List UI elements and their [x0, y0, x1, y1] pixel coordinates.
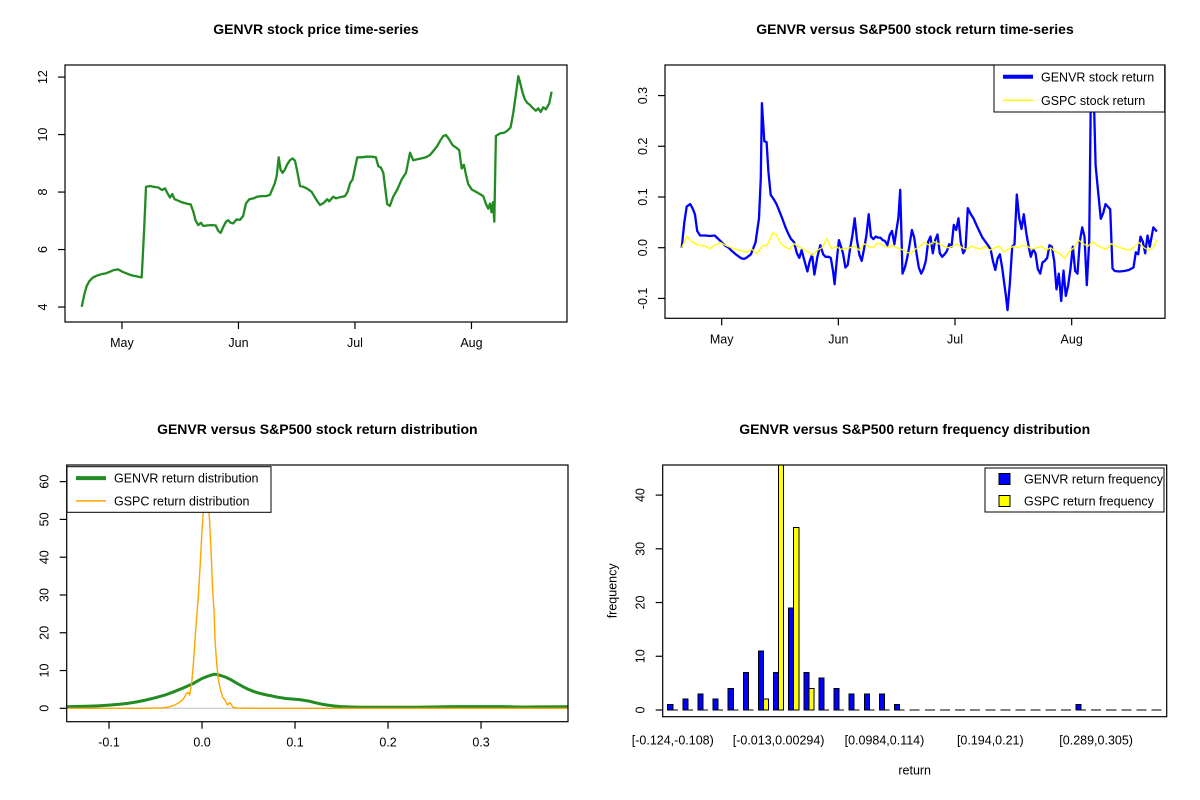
density-legend: GENVR return distribution GSPC return dis… — [66, 466, 272, 513]
returns-title: GENVR versus S&P500 stock return time-se… — [756, 21, 1074, 37]
density-y-tick-label: 50 — [38, 512, 52, 526]
freq-bar — [818, 677, 825, 711]
returns-legend: GENVR stock return GSPC stock return — [993, 64, 1166, 113]
price-plot-area — [80, 75, 553, 308]
freq-title: GENVR versus S&P500 return frequency dis… — [739, 421, 1090, 437]
density-series-gspc-return-distribution — [66, 492, 568, 709]
return-distribution-panel: -0.1 0.0 0.1 0.2 0.3 0 10 20 30 40 50 60 GENVR versu… — [38, 421, 569, 750]
freq-y-tick-label: 40 — [634, 488, 648, 502]
freq-bar — [848, 693, 855, 711]
freq-legend: GENVR return frequency GSPC return freque… — [984, 467, 1165, 513]
density-x-tick-label: 0.1 — [286, 736, 303, 750]
freq-legend-box — [984, 467, 1165, 513]
returns-legend-label: GSPC stock return — [1041, 94, 1145, 108]
price-y-tick-label: 10 — [36, 128, 50, 142]
density-x-tick-label: 0.2 — [379, 736, 396, 750]
returns-x-tick-label: Aug — [1061, 332, 1083, 346]
density-y-tick-label: 10 — [38, 664, 52, 678]
returns-y-tick-label: 0.1 — [636, 188, 650, 205]
freq-bar — [863, 693, 870, 711]
freq-y-tick-label: 10 — [634, 649, 648, 663]
freq-legend-box-sample — [998, 473, 1011, 485]
returns-series-gspc-stock-return — [681, 231, 1158, 260]
return-time-series-panel: May Jun Jul Aug -0.1 0.0 0.1 0.2 0.3 GENVR versus… — [636, 21, 1166, 346]
freq-bar — [1075, 704, 1082, 711]
density-series-genvr-return-distribution — [66, 672, 568, 709]
freq-bar — [833, 687, 840, 711]
density-x-tick-label: 0.3 — [472, 736, 489, 750]
price-y-tick-label: 6 — [36, 246, 50, 253]
density-y-tick-label: 20 — [38, 626, 52, 640]
price-x-tick-label: Aug — [460, 336, 482, 350]
price-x-tick-label: Jul — [347, 336, 363, 350]
price-y-tick-label: 12 — [36, 70, 50, 84]
returns-y-tick-label: 0.2 — [636, 138, 650, 155]
density-y-tick-label: 30 — [38, 588, 52, 602]
price-time-series-panel: May Jun Jul Aug 4 6 8 10 12 GENVR stock price tim… — [36, 21, 568, 350]
freq-bar — [712, 698, 719, 711]
freq-bin-label: [0.289,0.305) — [1059, 734, 1133, 748]
freq-bar — [763, 698, 770, 711]
freq-x-axis-title: return — [898, 764, 931, 778]
freq-y-axis-title: frequency — [606, 563, 620, 619]
density-y-tick-label: 40 — [38, 550, 52, 564]
freq-legend-label: GENVR return frequency — [1024, 473, 1164, 487]
density-x-tick-label: 0.0 — [193, 736, 210, 750]
price-title: GENVR stock price time-series — [213, 21, 419, 37]
returns-series-genvr-stock-return — [680, 65, 1158, 312]
freq-bar — [778, 464, 785, 711]
freq-y-tick-label: 0 — [634, 706, 648, 713]
freq-y-tick-label: 20 — [634, 596, 648, 610]
freq-bar — [757, 650, 765, 711]
freq-bar — [727, 687, 734, 711]
return-frequency-panel: [-0.124,-0.108) [-0.013,0.00294) [0.0984,0… — [606, 421, 1168, 778]
returns-plot-area — [680, 65, 1158, 312]
freq-bar — [894, 704, 901, 711]
freq-bin-label: [-0.124,-0.108) — [632, 734, 714, 748]
returns-plot-box — [664, 64, 1166, 319]
density-x-tick-label: -0.1 — [98, 736, 120, 750]
freq-bar — [773, 671, 780, 711]
returns-legend-box — [993, 64, 1166, 113]
density-plot-area — [66, 492, 568, 709]
density-legend-label: GSPC return distribution — [114, 494, 250, 508]
returns-x-tick-label: Jun — [828, 332, 848, 346]
price-y-tick-label: 8 — [36, 189, 50, 196]
density-y-tick-label: 0 — [38, 705, 52, 712]
density-legend-box — [66, 466, 272, 513]
freq-bar — [667, 704, 674, 711]
freq-bin-label: [-0.013,0.00294) — [733, 734, 825, 748]
freq-bar — [697, 693, 704, 711]
price-x-tick-label: Jun — [228, 336, 248, 350]
returns-x-tick-label: Jul — [947, 332, 963, 346]
price-x-tick-label: May — [110, 336, 134, 350]
returns-y-tick-label: 0.3 — [636, 87, 650, 104]
freq-legend-box-sample — [998, 495, 1011, 507]
price-plot-box — [64, 64, 568, 323]
returns-y-tick-label: -0.1 — [636, 288, 650, 310]
returns-y-tick-label: 0.0 — [636, 239, 650, 256]
density-legend-label: GENVR return distribution — [114, 472, 259, 486]
freq-bin-label: [0.194,0.21) — [957, 734, 1024, 748]
returns-x-tick-label: May — [710, 332, 734, 346]
density-plot-box — [66, 464, 569, 723]
density-title: GENVR versus S&P500 stock return distrib… — [157, 421, 478, 437]
density-y-tick-label: 60 — [38, 475, 52, 489]
freq-bar — [682, 698, 689, 711]
price-y-tick-label: 4 — [36, 304, 50, 311]
freq-legend-label: GSPC return frequency — [1024, 495, 1155, 509]
freq-bar — [808, 687, 815, 711]
freq-bar — [793, 526, 800, 711]
freq-plot-box — [662, 464, 1168, 718]
freq-bar — [878, 693, 885, 711]
freq-bin-label: [0.0984,0.114) — [845, 734, 925, 748]
freq-bar — [742, 671, 749, 711]
freq-bars — [667, 464, 1162, 711]
returns-legend-label: GENVR stock return — [1041, 70, 1154, 84]
freq-bar — [803, 671, 810, 711]
price-series-genvr-stock-price — [80, 75, 553, 308]
freq-y-tick-label: 30 — [634, 542, 648, 556]
freq-bar — [788, 607, 795, 711]
